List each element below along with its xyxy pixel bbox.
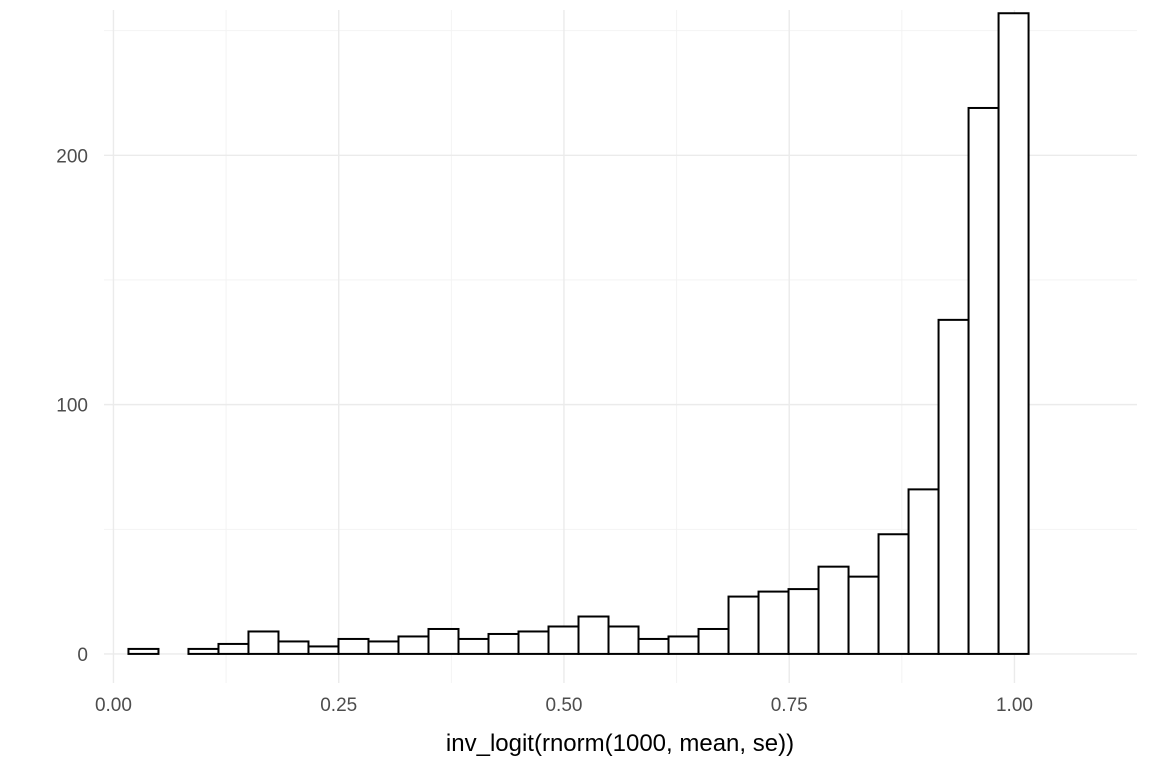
histogram-bar (967, 106, 1000, 655)
x-axis-tick-labels: 0.00 0.25 0.50 0.75 1.00 (95, 695, 1033, 716)
x-tick-label: 0.00 (95, 695, 132, 716)
histogram-bar (127, 647, 160, 655)
histogram-bar (997, 12, 1030, 655)
histogram-bar (607, 625, 640, 655)
histogram-bar (637, 637, 670, 655)
x-tick-label: 1.00 (996, 695, 1033, 716)
histogram-bar (667, 635, 700, 655)
x-tick-label: 0.50 (545, 695, 582, 716)
histogram-bar (337, 637, 370, 655)
histogram-bar (427, 627, 460, 655)
y-axis-tick-labels: 0 100 200 (56, 146, 88, 666)
histogram-bar (577, 615, 610, 655)
histogram-bar (277, 640, 310, 655)
histogram-bar (457, 637, 490, 655)
histogram-bar (787, 588, 820, 655)
histogram-bar (937, 318, 970, 655)
histogram-bar (547, 625, 580, 655)
histogram-bar (877, 533, 910, 655)
histogram-bar (697, 627, 730, 655)
histogram-bar (817, 565, 850, 655)
y-tick-label: 200 (56, 146, 88, 167)
histogram-bar (487, 632, 520, 655)
x-tick-label: 0.75 (771, 695, 808, 716)
x-axis-title: inv_logit(rnorm(1000, mean, se)) (446, 730, 794, 757)
histogram-bar (247, 630, 280, 655)
histogram-bar (727, 595, 760, 655)
histogram-bar (847, 575, 880, 655)
histogram-bar (217, 642, 250, 655)
histogram-bar (307, 645, 340, 655)
histogram-bars (127, 12, 1030, 655)
histogram-bar (517, 630, 550, 655)
y-tick-label: 0 (77, 645, 88, 666)
x-tick-label: 0.25 (320, 695, 357, 716)
histogram-bar (397, 635, 430, 655)
minor-gridlines (104, 10, 1137, 683)
histogram-bar (367, 640, 400, 655)
y-tick-label: 100 (56, 396, 88, 417)
histogram-bar (907, 488, 940, 655)
histogram-bar (187, 647, 220, 655)
histogram-bar (757, 590, 790, 655)
